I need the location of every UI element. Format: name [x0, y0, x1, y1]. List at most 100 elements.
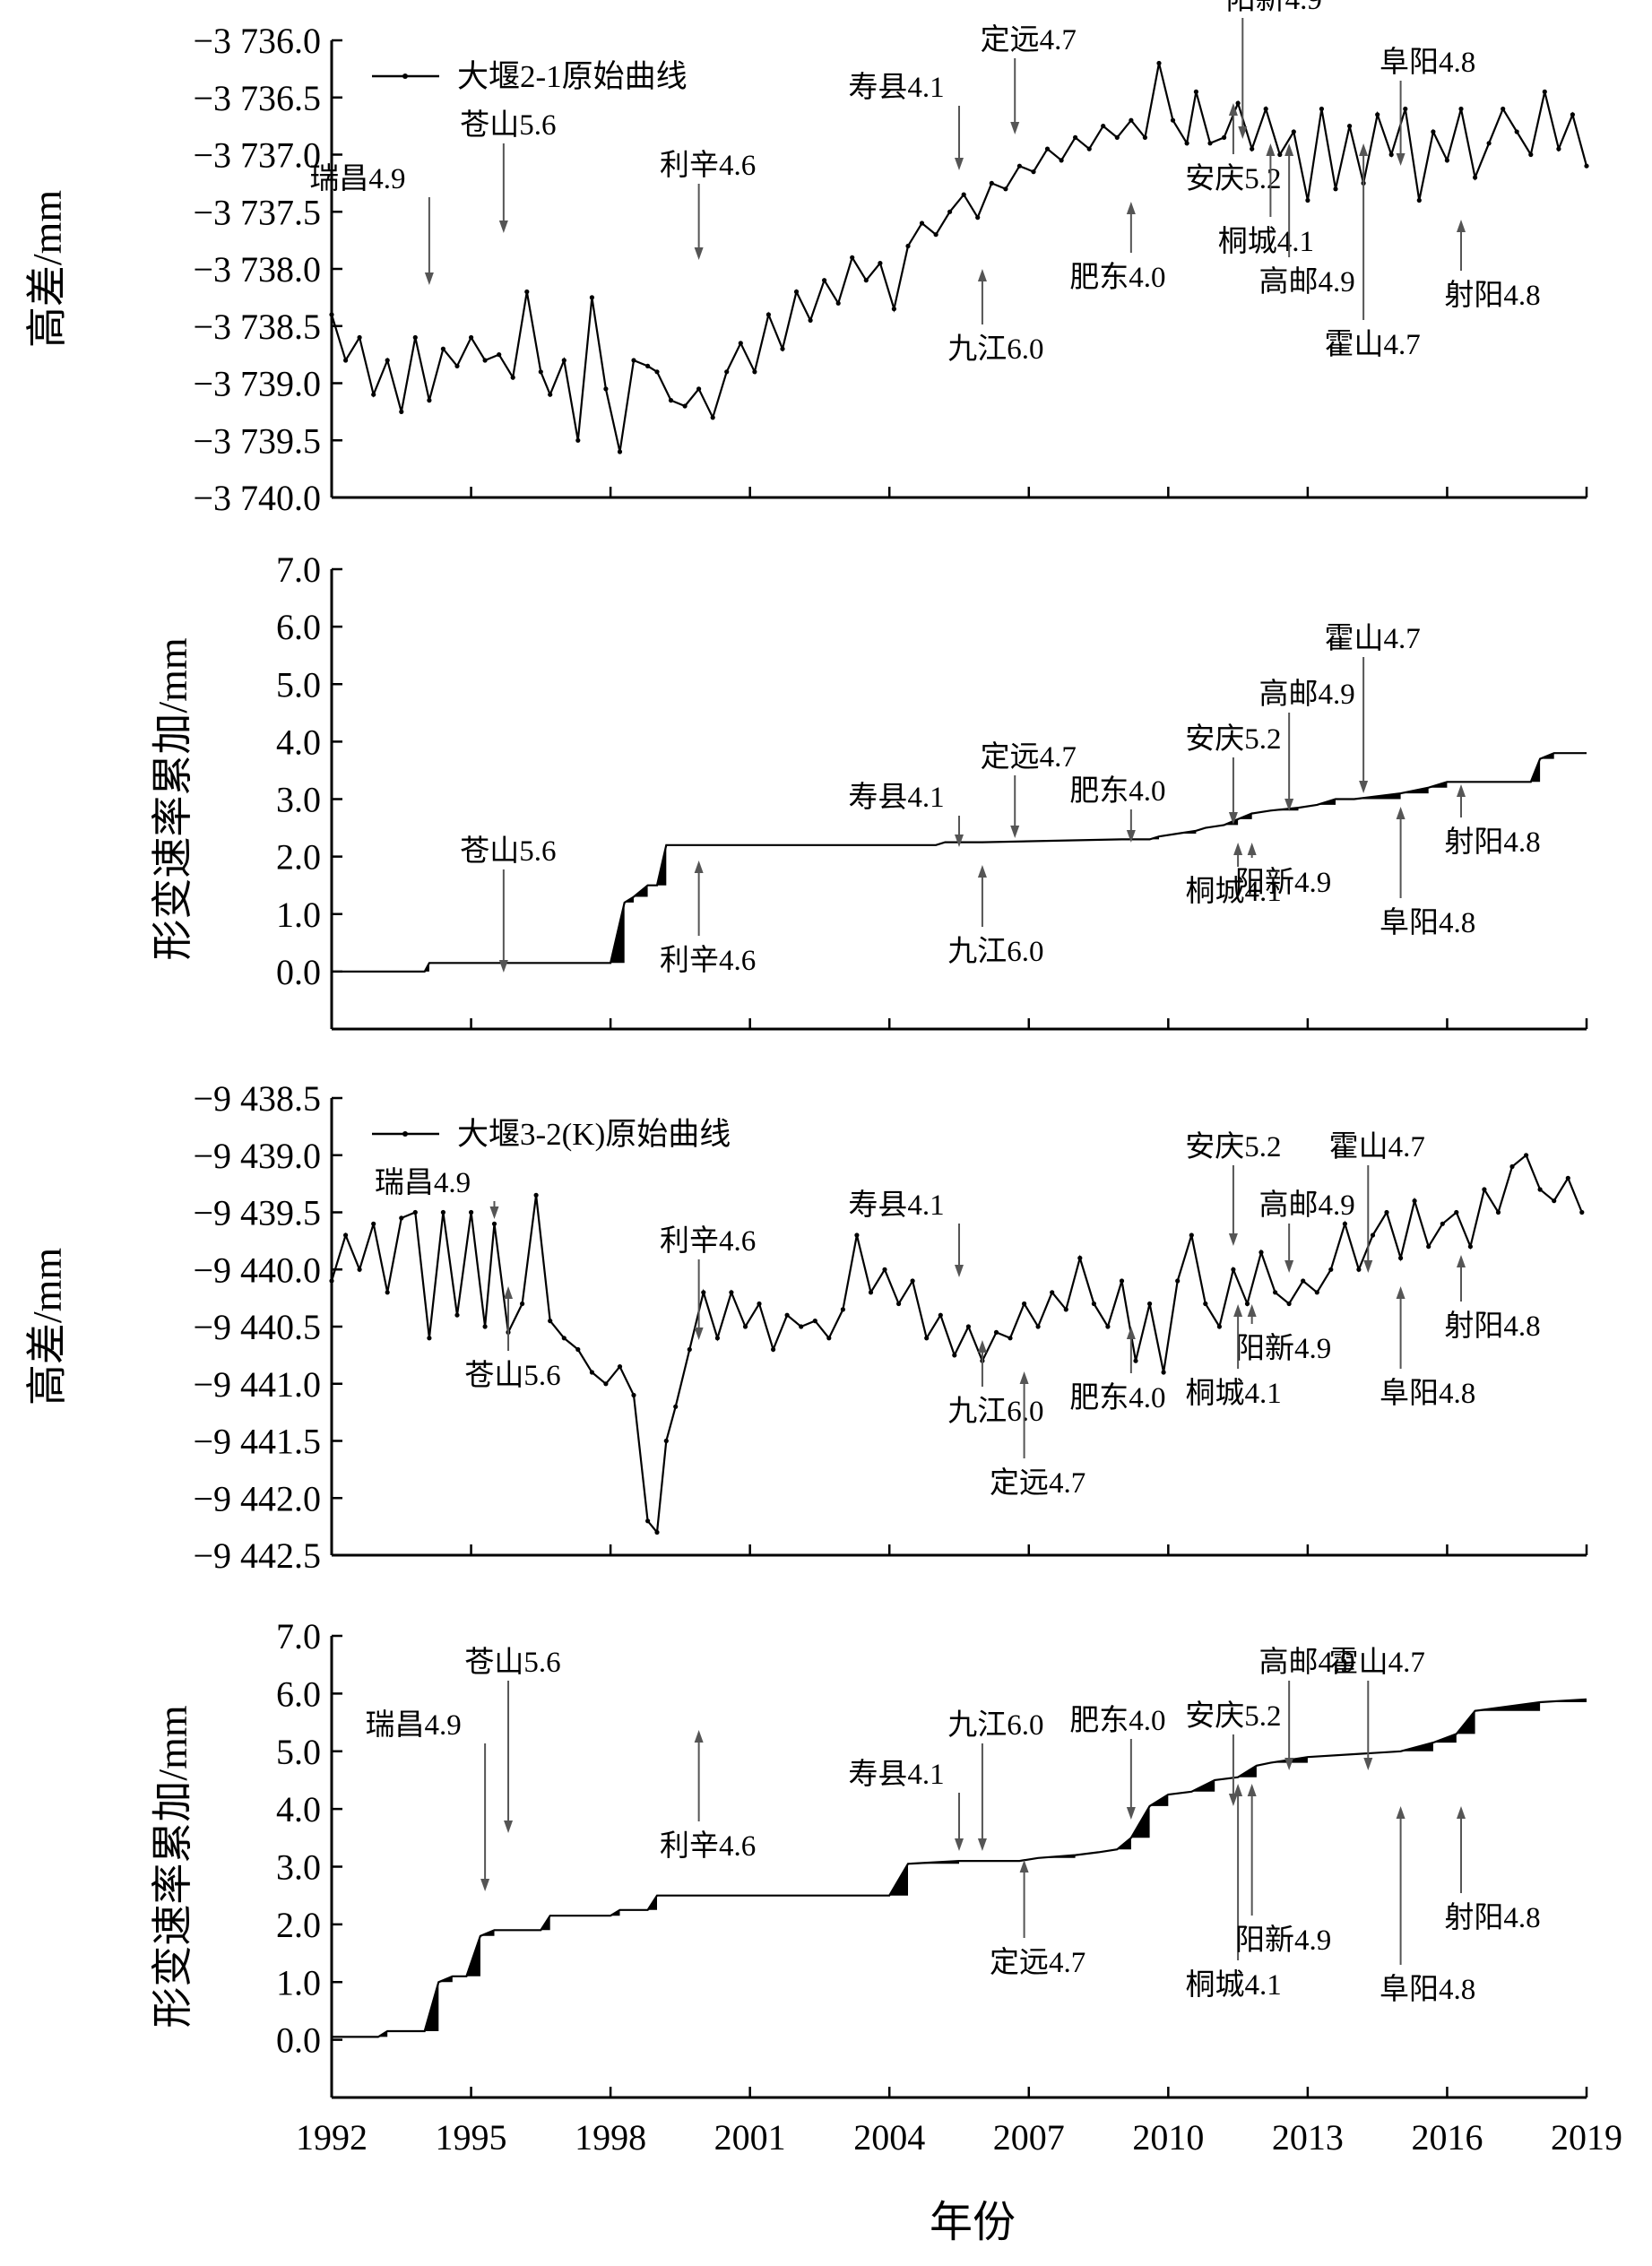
- series-point: [510, 375, 515, 380]
- series-point: [701, 1290, 706, 1295]
- series-point: [538, 369, 543, 375]
- annotation-label: 高邮4.9: [1259, 1189, 1355, 1222]
- annotation-arrow-head: [1266, 143, 1276, 156]
- annotation: 苍山5.6: [464, 1286, 561, 1392]
- series-point: [742, 1324, 748, 1329]
- series-point: [1114, 134, 1120, 140]
- annotation-label: 霍山4.7: [1324, 329, 1420, 361]
- y-tick-label: 5.0: [276, 664, 321, 705]
- series-point: [469, 334, 474, 341]
- annotation: 安庆5.2: [1185, 1700, 1282, 1806]
- annotation-arrow-head: [1233, 1304, 1243, 1317]
- annotation: 霍山4.7: [1324, 623, 1421, 793]
- annotation-arrow-head: [1228, 1794, 1238, 1806]
- y-tick-label: −9 441.0: [193, 1364, 321, 1405]
- series-point: [427, 1336, 432, 1341]
- annotation-label: 桐城4.1: [1218, 225, 1314, 258]
- annotation-arrow-head: [977, 865, 987, 878]
- annotation: 定远4.7: [981, 740, 1077, 838]
- annotation-label: 寿县4.1: [848, 1758, 944, 1791]
- series-rise-fill: [1191, 1779, 1215, 1792]
- annotation-arrow-head: [1126, 1807, 1136, 1820]
- annotation-arrow-head: [1457, 784, 1466, 797]
- annotation-arrow-head: [498, 221, 508, 233]
- annotation-arrow-head: [1359, 781, 1369, 793]
- annotation-label: 阳新4.9: [1235, 1924, 1331, 1957]
- annotation: 阳新4.9: [1235, 1784, 1331, 1957]
- annotation: 肥东4.0: [1069, 774, 1165, 843]
- y-tick-label: −3 736.0: [193, 21, 321, 61]
- series-point: [469, 1209, 474, 1215]
- panel-2-dayan-2-1-rate-cumulative: 7.0 6.0 5.0 4.0 3.0 2.0 1.0 0.0 形变速率累加/mm 苍山5.6 利辛…: [150, 549, 1588, 1031]
- series-point: [491, 1221, 497, 1226]
- series-point: [1244, 1301, 1250, 1307]
- annotation-label: 利辛4.6: [660, 1224, 756, 1258]
- panel-1-dayan-2-1-raw: −3 736.0 −3 736.5 −3 737.0 −3 737.5 −3 738.0…: [24, 0, 1589, 518]
- series-point: [343, 1232, 349, 1238]
- annotation-label: 射阳4.8: [1444, 279, 1540, 312]
- annotation-arrow-head: [1457, 1806, 1466, 1819]
- y-tick-label: 6.0: [276, 607, 321, 647]
- legend-label: 大堰2-1原始曲线: [457, 59, 688, 94]
- annotation: 射阳4.8: [1444, 220, 1541, 312]
- series-point: [729, 1290, 734, 1295]
- series-point: [1384, 1209, 1389, 1215]
- series-point: [989, 180, 994, 186]
- series-point: [1301, 1278, 1306, 1284]
- series-point: [826, 1336, 832, 1341]
- series-point: [482, 1324, 488, 1329]
- series-point: [399, 1215, 404, 1221]
- annotation-label: 阳新4.9: [1235, 866, 1331, 899]
- series-point: [687, 1346, 692, 1353]
- series-point: [905, 243, 911, 249]
- series-point: [1170, 117, 1176, 123]
- series-point: [1375, 112, 1380, 117]
- series-point: [1319, 106, 1324, 112]
- series-point: [385, 1290, 390, 1295]
- series-point: [1495, 1209, 1501, 1215]
- annotation-label: 阜阳4.8: [1380, 46, 1475, 79]
- series-point: [440, 346, 445, 351]
- annotation-arrow-head: [955, 158, 964, 170]
- series-point: [412, 334, 418, 341]
- series-rise-fill: [1117, 1838, 1131, 1850]
- series-point: [1537, 1187, 1543, 1192]
- series-point: [1147, 1301, 1153, 1307]
- series-point: [631, 358, 636, 363]
- series-point: [1556, 146, 1561, 151]
- panel-3-dayan-3-2k-raw: −9 438.5 −9 439.0 −9 439.5 −9 440.0 −9 440.5…: [24, 1078, 1588, 1576]
- series-point: [933, 232, 938, 238]
- series-point: [1091, 1301, 1096, 1307]
- y-tick-label: −3 738.5: [193, 307, 321, 347]
- series-point: [1105, 1324, 1111, 1329]
- series-point: [1073, 134, 1078, 140]
- annotation-label: 肥东4.0: [1069, 261, 1165, 294]
- annotation: 阜阳4.8: [1380, 46, 1475, 166]
- annotation-arrow-head: [1396, 807, 1405, 819]
- series-point: [840, 1307, 846, 1312]
- annotation-label: 桐城4.1: [1185, 1968, 1281, 2002]
- series-point: [617, 449, 623, 454]
- annotation: 桐城4.1: [1185, 1784, 1282, 2002]
- annotation-label: 苍山5.6: [464, 1359, 560, 1392]
- annotation-arrow-head: [955, 1265, 964, 1277]
- series-rise-fill: [1317, 799, 1336, 805]
- annotation: 阜阳4.8: [1380, 807, 1475, 939]
- y-tick-label: −3 739.0: [193, 364, 321, 404]
- series-point: [924, 1336, 930, 1341]
- annotation-arrow-head: [480, 1879, 490, 1891]
- panel-4-dayan-3-2k-rate-cumulative: 7.0 6.0 5.0 4.0 3.0 2.0 1.0 0.0 形变速率累加/mm 瑞昌4.9苍山…: [150, 1616, 1588, 2099]
- annotation: 利辛4.6: [660, 149, 756, 260]
- annotation: 定远4.7: [990, 1371, 1085, 1500]
- series-point: [412, 1209, 418, 1215]
- annotation-arrow-head: [694, 861, 704, 873]
- annotation-label: 九江6.0: [947, 936, 1043, 968]
- annotation-arrow-head: [977, 1838, 987, 1851]
- x-tick-label: 2004: [853, 2117, 925, 2158]
- series-point: [1077, 1255, 1083, 1261]
- series-point: [1482, 1187, 1487, 1192]
- series-rise-fill: [1428, 782, 1448, 788]
- annotation-label: 霍山4.7: [1329, 1647, 1425, 1679]
- series-point: [1207, 141, 1213, 146]
- series-point: [1356, 1267, 1362, 1272]
